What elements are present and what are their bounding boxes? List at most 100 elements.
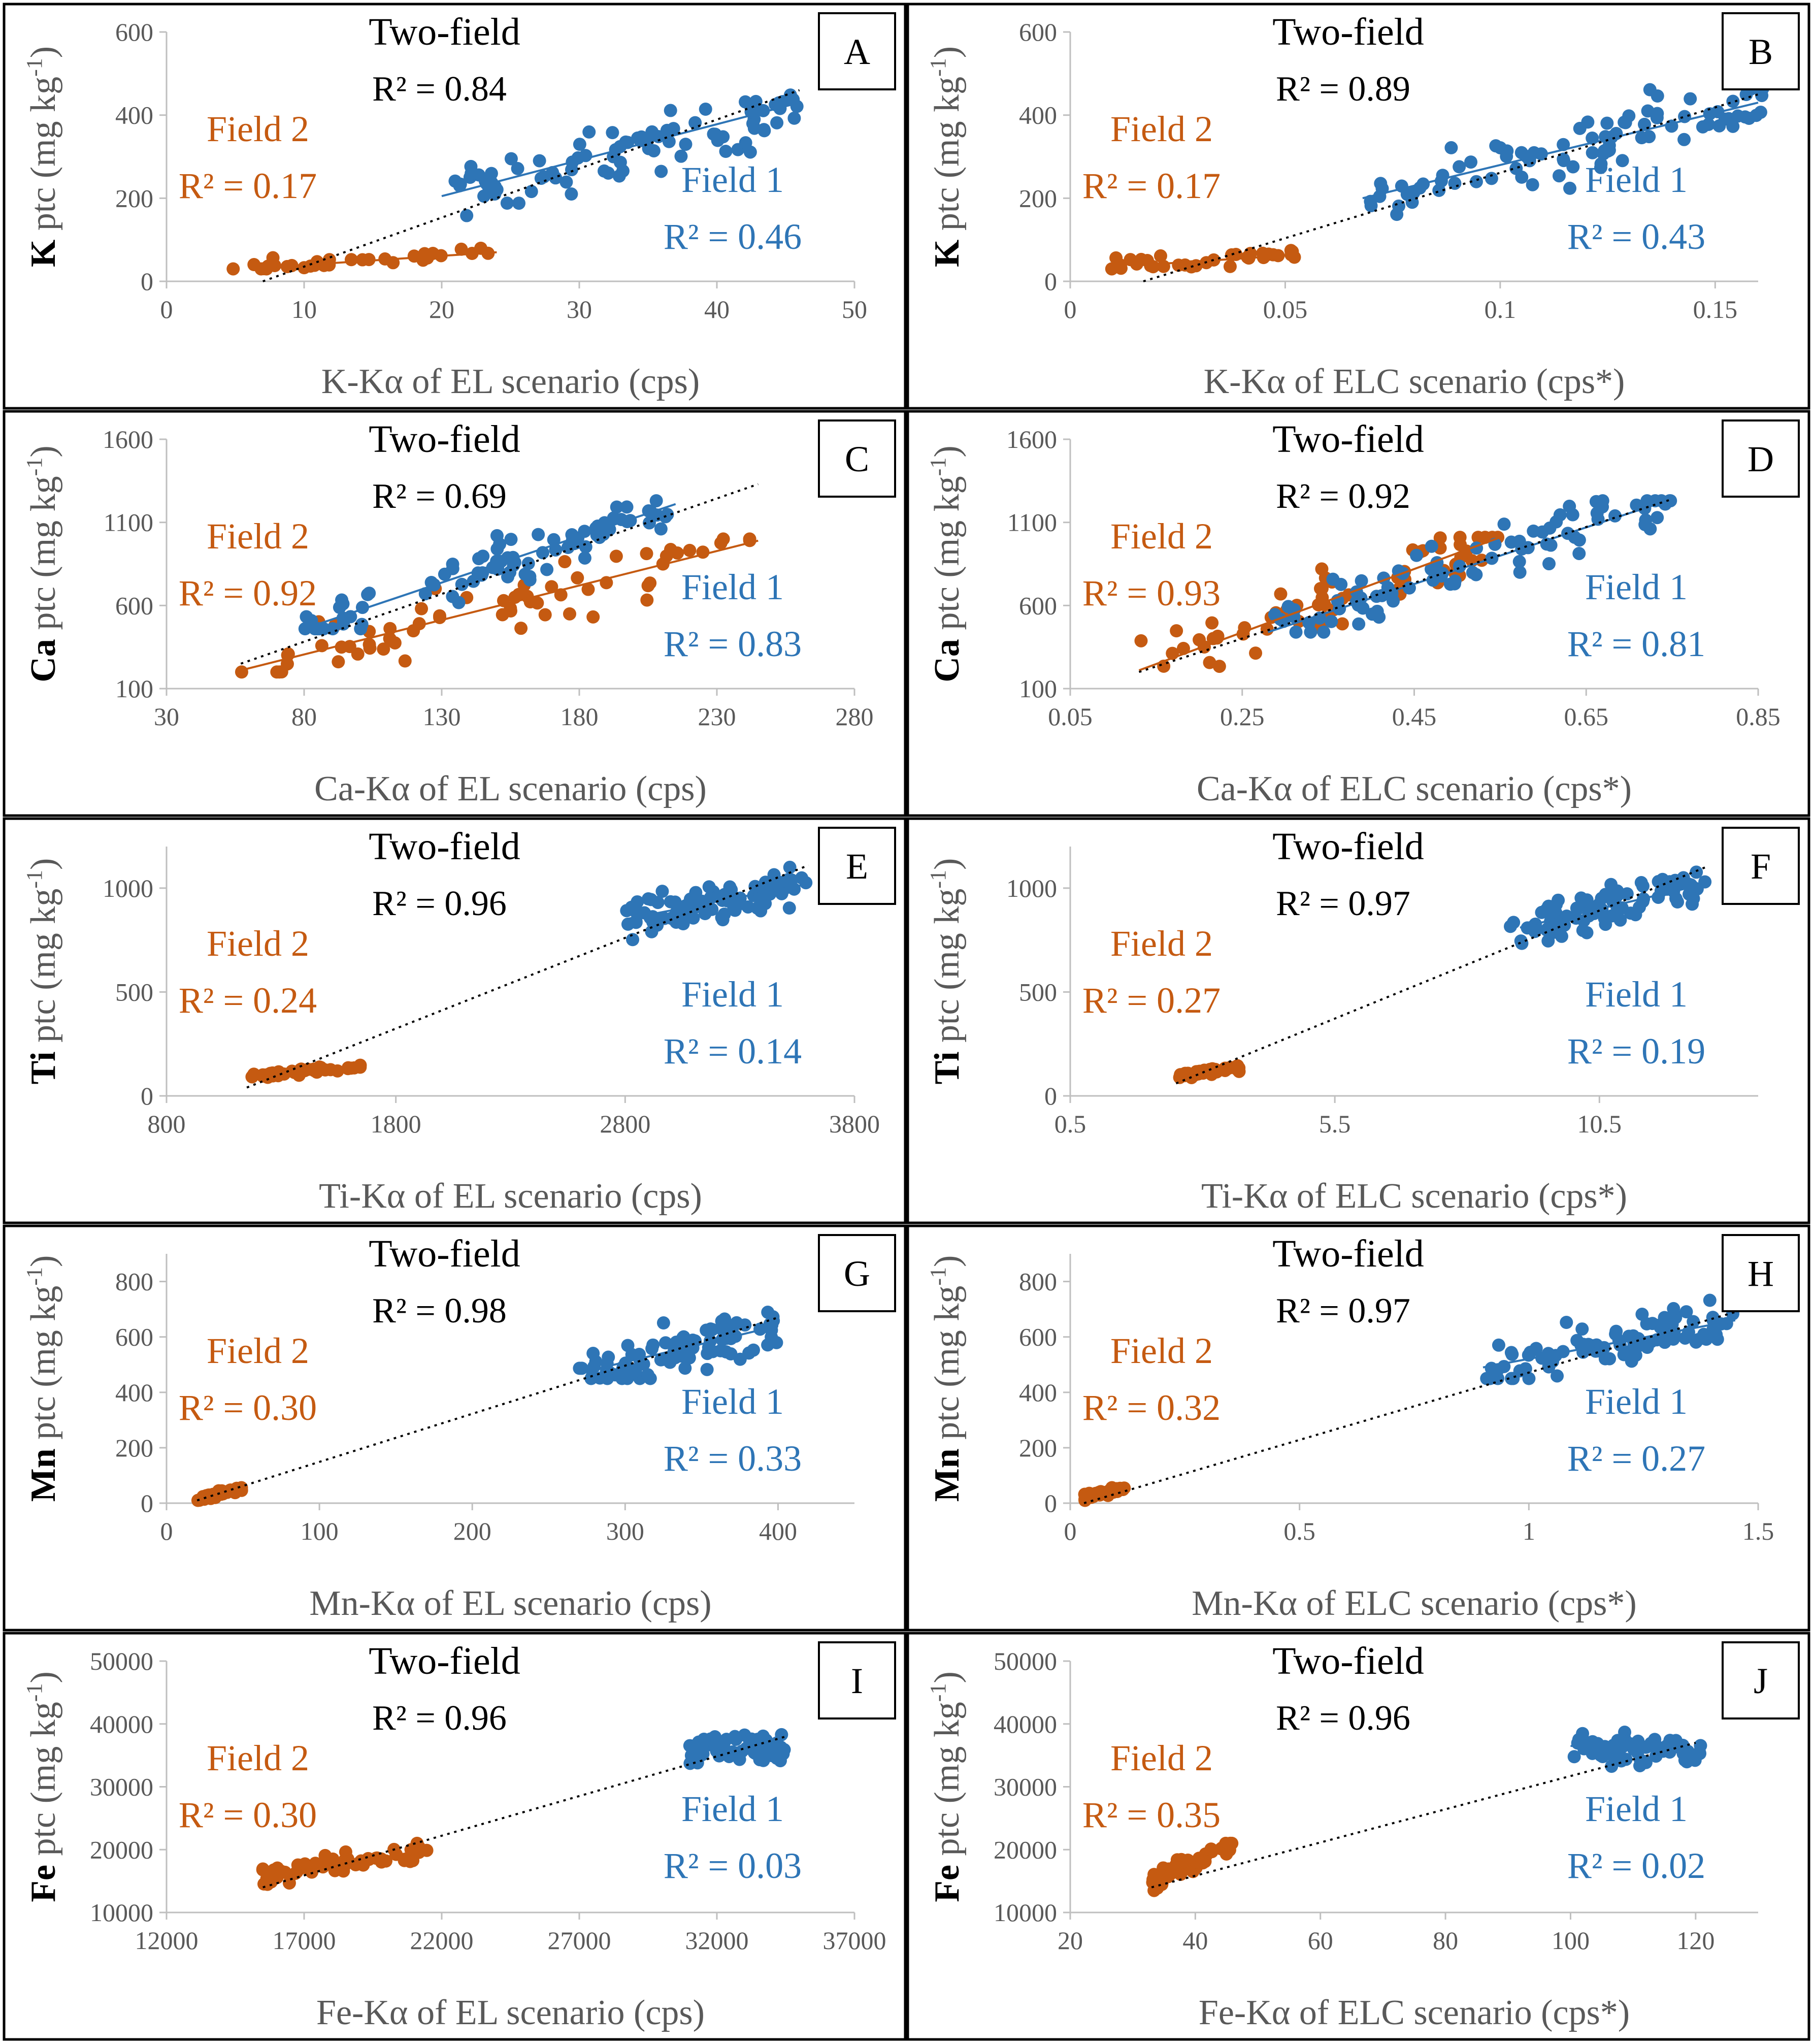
- y-axis-label-unit: ptc (mg kg: [928, 476, 967, 639]
- field1-point: [1616, 1740, 1630, 1754]
- y-axis-label-sup: -1: [22, 458, 47, 476]
- field1-point: [490, 529, 504, 542]
- y-tick-label: 400: [1019, 1378, 1057, 1407]
- y-axis-label: Ca ptc (mg kg-1): [926, 445, 967, 682]
- field1-trendline: [1482, 1319, 1736, 1369]
- y-tick-label: 1600: [103, 425, 153, 453]
- field2-r2: R² = 0.17: [1082, 166, 1221, 206]
- field1-point: [1425, 539, 1438, 553]
- field1-point: [1520, 149, 1533, 163]
- field1-point: [1364, 199, 1378, 212]
- field1-point: [1600, 116, 1614, 130]
- field1-point: [362, 587, 376, 600]
- x-tick-label: 1.5: [1742, 1517, 1774, 1545]
- field1-label: Field 1: [681, 1789, 784, 1829]
- field1-point: [775, 1728, 788, 1741]
- two-field-label: Two-field: [1272, 11, 1424, 53]
- field1-point: [504, 152, 518, 166]
- y-tick-label: 0: [141, 1489, 153, 1517]
- x-tick-label: 40: [1182, 1926, 1208, 1955]
- field1-point: [1603, 1352, 1617, 1366]
- field2-r2: R² = 0.32: [1082, 1387, 1221, 1428]
- two-field-trendline: [196, 1316, 779, 1502]
- y-tick-label: 1100: [1007, 508, 1057, 537]
- y-tick-label: 400: [115, 101, 153, 129]
- panel-letter-box: [1722, 827, 1800, 905]
- x-tick-label: 300: [606, 1517, 644, 1545]
- field1-r2: R² = 0.43: [1567, 216, 1705, 257]
- field1-point: [613, 155, 627, 169]
- field1-point: [1410, 548, 1424, 562]
- field2-point: [1144, 259, 1158, 273]
- field1-point: [1624, 906, 1637, 920]
- field1-point: [532, 528, 545, 541]
- field1-point: [761, 1306, 775, 1319]
- field2-label: Field 2: [207, 1331, 309, 1371]
- field1-point: [1469, 568, 1483, 581]
- field1-point: [512, 197, 526, 210]
- field1-point: [1542, 557, 1556, 571]
- two-field-trendline: [240, 483, 759, 665]
- field2-point: [1153, 249, 1167, 263]
- field1-point: [746, 102, 760, 115]
- field2-trendline: [1176, 1065, 1240, 1078]
- field1-point: [586, 1347, 600, 1360]
- field2-point: [643, 576, 657, 590]
- field1-point: [1587, 1339, 1600, 1352]
- field1-point: [1544, 538, 1558, 552]
- x-tick-label: 10.5: [1577, 1110, 1622, 1138]
- field1-point: [1570, 901, 1584, 915]
- field2-point: [581, 582, 595, 596]
- y-axis-label-close: ): [928, 46, 967, 58]
- x-axis-label: K-Kα of ELC scenario (cps*): [1204, 362, 1625, 401]
- panel-frame: [3, 1632, 907, 2041]
- field1-label: Field 1: [681, 974, 784, 1015]
- two-field-label: Two-field: [1272, 1640, 1424, 1682]
- y-axis-label-close: ): [24, 858, 63, 870]
- field2-point: [271, 1861, 284, 1875]
- panel-letter-box: [1722, 1641, 1800, 1719]
- field2-r2: R² = 0.24: [179, 980, 317, 1021]
- y-tick-label: 10000: [994, 1898, 1057, 1927]
- field2-label: Field 2: [207, 923, 309, 964]
- field2-point: [332, 655, 345, 669]
- panel-H: 0 0.5 1 1.5 0 200 400 600 800 Mn-Kα of ELC scenar…: [906, 1224, 1810, 1632]
- field1-r2: R² = 0.27: [1567, 1438, 1705, 1479]
- field1-point: [549, 171, 563, 185]
- y-axis-label-element: K: [24, 240, 63, 267]
- field2-point: [545, 580, 558, 594]
- field2-point: [270, 1871, 284, 1885]
- field1-point: [750, 901, 764, 915]
- field1-point: [1331, 594, 1344, 607]
- field1-point: [1425, 562, 1438, 576]
- two-field-trendline: [262, 1735, 786, 1889]
- y-axis-label-element: Fe: [24, 1865, 63, 1902]
- field1-point: [1658, 1313, 1672, 1327]
- field1-point: [1557, 138, 1570, 151]
- field2-point: [1109, 251, 1123, 265]
- field2-point: [1157, 259, 1170, 273]
- y-tick-label: 1600: [1006, 425, 1057, 453]
- x-tick-label: 0.05: [1263, 295, 1308, 323]
- field1-point: [1572, 533, 1586, 547]
- field1-point: [1443, 577, 1457, 591]
- x-tick-label: 22000: [410, 1926, 474, 1955]
- field2-point: [609, 549, 623, 563]
- panel-frame: [906, 1224, 1810, 1632]
- field1-r2: R² = 0.14: [664, 1031, 802, 1072]
- y-tick-label: 20000: [994, 1835, 1057, 1864]
- field1-point: [565, 187, 578, 201]
- y-tick-label: 1000: [1006, 874, 1057, 902]
- field1-point: [1355, 574, 1368, 588]
- field1-r2: R² = 0.81: [1567, 624, 1705, 664]
- field1-point: [664, 104, 677, 117]
- y-tick-label: 200: [115, 184, 153, 212]
- field1-point: [1679, 1305, 1693, 1319]
- field1-r2: R² = 0.19: [1567, 1031, 1705, 1072]
- field1-point: [700, 1362, 714, 1376]
- y-axis-label-element: Mn: [24, 1448, 63, 1502]
- y-axis-label-sup: -1: [22, 1267, 47, 1286]
- y-tick-label: 500: [115, 978, 153, 1006]
- panel-frame: [3, 1224, 907, 1632]
- field1-point: [610, 500, 623, 514]
